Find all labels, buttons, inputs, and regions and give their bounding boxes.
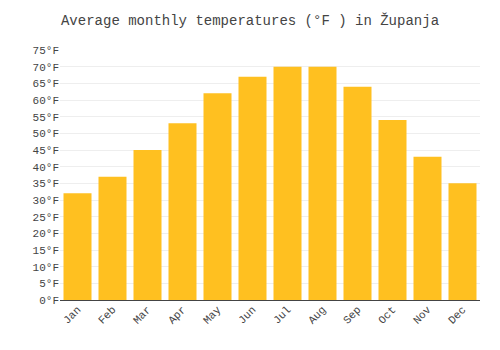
svg-text:Dec: Dec	[446, 304, 468, 326]
svg-text:5°F: 5°F	[39, 278, 59, 290]
svg-text:Oct: Oct	[376, 304, 398, 326]
svg-text:35°F: 35°F	[33, 178, 59, 190]
svg-text:70°F: 70°F	[33, 62, 59, 74]
svg-text:10°F: 10°F	[33, 262, 59, 274]
svg-text:Feb: Feb	[96, 304, 118, 326]
svg-text:40°F: 40°F	[33, 162, 59, 174]
svg-text:Nov: Nov	[411, 304, 434, 327]
svg-text:Average monthly temperatures (: Average monthly temperatures (°F ) in Žu…	[61, 12, 439, 29]
svg-text:Jul: Jul	[271, 304, 293, 326]
svg-text:75°F: 75°F	[33, 45, 59, 57]
svg-text:Jan: Jan	[61, 304, 83, 326]
svg-text:Mar: Mar	[131, 304, 153, 326]
svg-text:20°F: 20°F	[33, 228, 59, 240]
svg-text:45°F: 45°F	[33, 145, 59, 157]
svg-text:15°F: 15°F	[33, 245, 59, 257]
svg-text:Jun: Jun	[236, 304, 258, 326]
svg-text:May: May	[201, 304, 224, 327]
svg-text:65°F: 65°F	[33, 78, 59, 90]
svg-text:Apr: Apr	[166, 304, 188, 326]
svg-text:Aug: Aug	[306, 304, 328, 326]
svg-text:0°F: 0°F	[39, 295, 59, 307]
svg-text:Sep: Sep	[341, 304, 363, 326]
svg-text:50°F: 50°F	[33, 128, 59, 140]
svg-text:55°F: 55°F	[33, 112, 59, 124]
svg-text:60°F: 60°F	[33, 95, 59, 107]
svg-text:25°F: 25°F	[33, 212, 59, 224]
svg-text:30°F: 30°F	[33, 195, 59, 207]
